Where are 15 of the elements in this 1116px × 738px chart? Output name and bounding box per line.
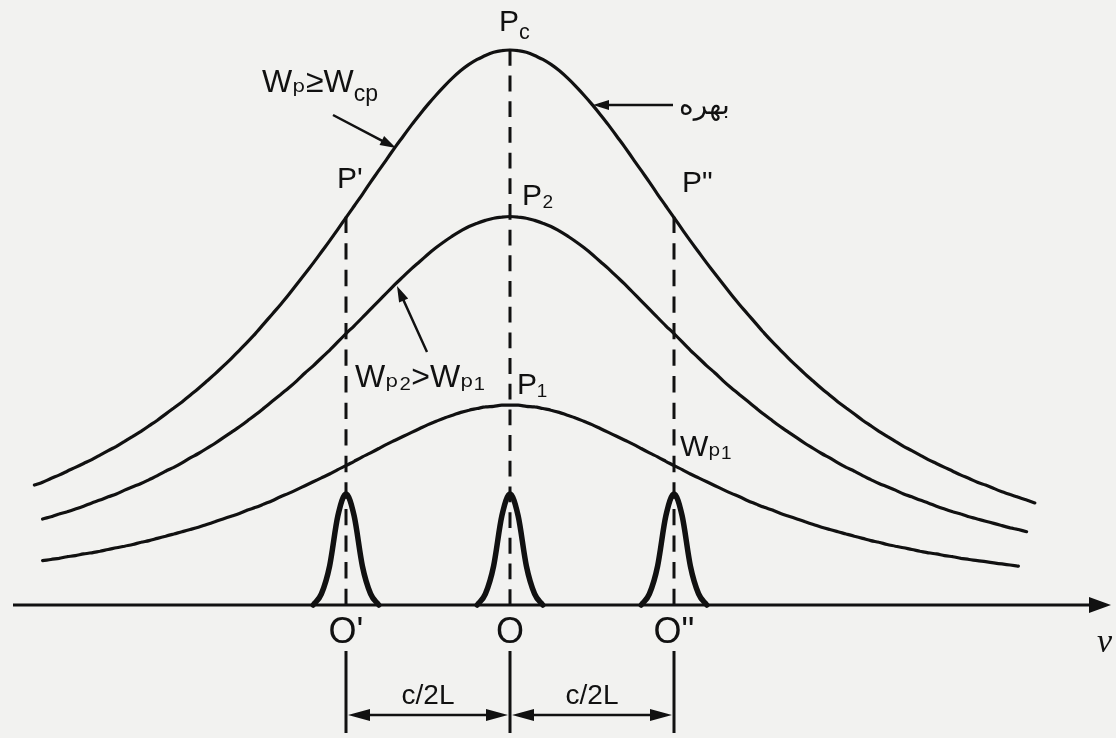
x-tick-label: O [496, 610, 524, 651]
annotation: Wₚ₂>Wₚ₁ [355, 358, 485, 394]
annotation: P' [337, 161, 363, 194]
annotation: P$_{c}$ [499, 4, 530, 45]
annotation: c/2L [401, 679, 455, 710]
annotation: Wₚ₁ [680, 429, 732, 462]
annotation: Wₚ≥W$_{cp}$ [262, 63, 378, 106]
x-axis-title: ν [1096, 622, 1112, 659]
x-tick-label: O" [653, 610, 695, 651]
annotation: P" [682, 165, 713, 198]
annotation: c/2L [565, 679, 619, 710]
x-tick-label: O' [328, 610, 364, 651]
annotation: P₂ [522, 178, 554, 211]
annotation: P₁ [517, 367, 548, 400]
annotation: بهره [679, 89, 730, 120]
